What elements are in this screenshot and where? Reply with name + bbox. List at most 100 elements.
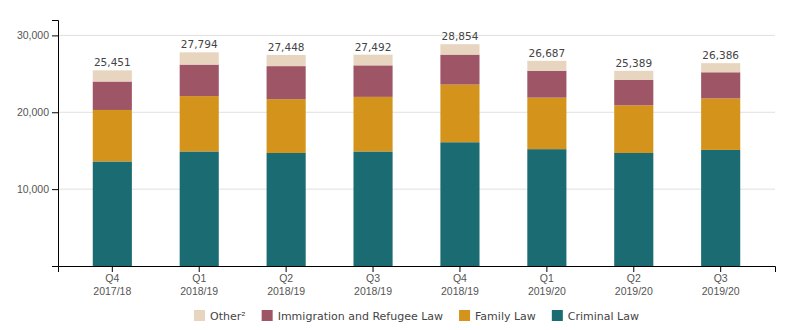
y-tick-label: 10,000 — [17, 183, 49, 195]
bar-segment — [701, 98, 740, 150]
x-tick: Q22018/19 — [267, 266, 305, 297]
x-tick-label-line: Q3 — [366, 272, 380, 284]
bar-segment — [267, 153, 306, 266]
x-tick-mark — [286, 266, 287, 272]
bar-segment — [353, 97, 392, 152]
grid-line — [58, 112, 775, 113]
x-axis: Q42017/18Q12018/19Q22018/19Q32018/19Q420… — [59, 266, 776, 297]
legend-label: Criminal Law — [568, 310, 639, 323]
bar-segment — [614, 71, 653, 80]
bar-segment — [93, 70, 132, 81]
bar-segment — [93, 110, 132, 162]
plot: 25,45127,79427,44827,49228,85426,68725,3… — [17, 21, 776, 297]
total-label: 27,794 — [181, 38, 218, 50]
total-label: 26,386 — [702, 49, 739, 61]
legend: Other²Immigration and Refugee LawFamily … — [194, 310, 639, 323]
x-tick: Q12019/20 — [528, 266, 566, 297]
x-tick-mark — [720, 266, 721, 272]
y-tick: 10,000 — [17, 183, 58, 195]
y-tick-mark — [52, 189, 58, 190]
x-tick-label: Q32019/20 — [702, 272, 740, 296]
bar-segment — [527, 61, 566, 71]
x-tick-label: Q12019/20 — [528, 272, 566, 296]
y-tick-label: 30,000 — [17, 29, 49, 41]
x-tick-mark — [546, 266, 547, 272]
y-tick-mark — [52, 35, 58, 36]
total-label: 26,687 — [528, 47, 565, 59]
x-tick-label-line: 2018/19 — [267, 285, 305, 297]
total-labels: 25,45127,79427,44827,49228,85426,68725,3… — [94, 30, 739, 69]
legend-swatch — [459, 310, 470, 321]
bar-segment — [180, 96, 219, 151]
bar-segment — [93, 161, 132, 266]
x-tick-label: Q22018/19 — [267, 272, 305, 296]
x-tick: Q42017/18 — [93, 266, 131, 297]
bar-segment — [267, 66, 306, 99]
bar-segment — [614, 153, 653, 266]
x-tick-label: Q32018/19 — [354, 272, 392, 296]
grid — [58, 35, 775, 189]
y-tick: 20,000 — [17, 106, 58, 118]
legend-swatch — [552, 310, 563, 321]
bar-segment — [440, 142, 479, 266]
bar-segment — [527, 98, 566, 150]
bar-segment — [527, 71, 566, 98]
grid-line — [58, 189, 775, 190]
bar-segment — [180, 65, 219, 97]
bar-segment — [353, 151, 392, 266]
bar-segment — [93, 82, 132, 110]
x-tick-label: Q22019/20 — [615, 272, 653, 296]
chart: 25,45127,79427,44827,49228,85426,68725,3… — [0, 0, 790, 330]
legend-item: Family Law — [459, 310, 536, 323]
total-label: 25,451 — [94, 56, 131, 68]
x-tick-label: Q42017/18 — [93, 272, 131, 296]
bar-segment — [527, 149, 566, 266]
bar-segment — [614, 80, 653, 105]
bar-segment — [440, 55, 479, 85]
bar-segment — [440, 85, 479, 143]
grid-line — [58, 35, 775, 36]
x-tick-label-line: 2019/20 — [702, 285, 740, 297]
x-tick: Q32019/20 — [702, 266, 740, 297]
x-tick-mark — [373, 266, 374, 272]
legend-item: Criminal Law — [552, 310, 639, 323]
x-tick: Q12018/19 — [180, 266, 218, 297]
x-tick-label-line: 2017/18 — [93, 285, 131, 297]
total-label: 27,448 — [268, 41, 305, 53]
x-axis-line — [59, 267, 776, 273]
y-tick: 30,000 — [17, 29, 58, 41]
y-tick-label: 20,000 — [17, 106, 49, 118]
bar-segment — [701, 72, 740, 98]
x-tick-mark — [459, 266, 460, 272]
total-label: 25,389 — [615, 57, 652, 69]
x-tick-label-line: Q2 — [627, 272, 641, 284]
x-tick-label-line: 2018/19 — [441, 285, 479, 297]
x-tick-label-line: Q1 — [540, 272, 554, 284]
x-tick-label-line: Q2 — [279, 272, 293, 284]
y-axis-line — [52, 21, 59, 267]
x-tick-label-line: Q4 — [105, 272, 119, 284]
legend-swatch — [262, 310, 273, 321]
bars — [93, 44, 740, 266]
x-tick-label-line: 2019/20 — [615, 285, 653, 297]
x-tick: Q42018/19 — [441, 266, 479, 297]
bar-segment — [701, 63, 740, 72]
y-axis: 10,000 20,000 30,000 — [17, 21, 59, 267]
bar-segment — [440, 44, 479, 54]
x-tick-label-line: Q4 — [453, 272, 467, 284]
total-label: 28,854 — [442, 30, 479, 42]
bar-segment — [353, 55, 392, 66]
legend-label: Other² — [210, 310, 246, 323]
x-tick-mark — [633, 266, 634, 272]
bar-segment — [180, 52, 219, 64]
x-tick-label-line: 2018/19 — [180, 285, 218, 297]
bar-segment — [180, 151, 219, 266]
x-tick-label-line: 2018/19 — [354, 285, 392, 297]
legend-label: Family Law — [475, 310, 536, 323]
bar-segment — [353, 65, 392, 97]
bar-segment — [267, 99, 306, 153]
x-tick-mark — [199, 266, 200, 272]
legend-swatch — [194, 310, 205, 321]
x-tick: Q32018/19 — [354, 266, 392, 297]
x-tick-label-line: Q3 — [714, 272, 728, 284]
